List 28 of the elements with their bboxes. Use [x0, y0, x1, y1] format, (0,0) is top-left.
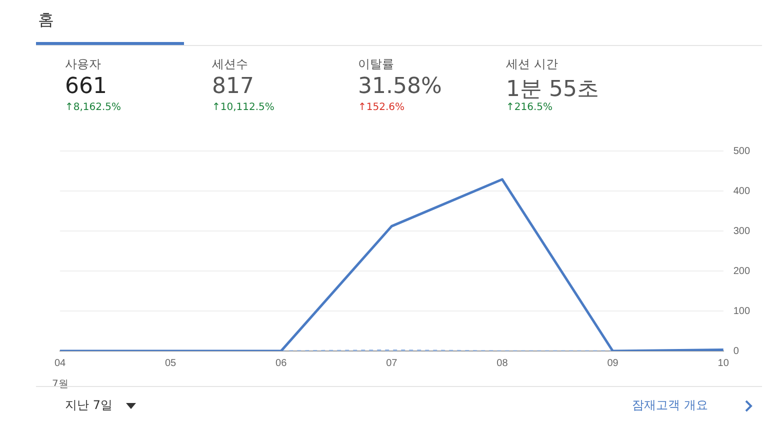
text: 1분 55초: [506, 76, 599, 102]
text: 이탈률: [358, 56, 394, 73]
x-tick-label: 05: [164, 358, 177, 369]
x-tick-label: 09: [607, 358, 619, 369]
text: 31.58%: [358, 74, 442, 99]
text: ↑8,162.5%: [65, 102, 122, 113]
text: ↑152.6%: [358, 102, 405, 113]
y-tick-label: 400: [733, 186, 750, 197]
x-tick-label: 08: [496, 358, 508, 369]
text: 817: [212, 74, 254, 99]
y-tick-label: 200: [733, 266, 750, 277]
text: 661: [65, 74, 107, 99]
x-tick-label: 07: [386, 358, 398, 369]
y-tick-label: 0: [733, 346, 740, 357]
y-tick-label: 500: [733, 146, 750, 157]
x-tick-label: 10: [718, 358, 730, 369]
text: 지난 7일: [65, 397, 112, 414]
text: ↑216.5%: [506, 102, 553, 113]
text: 잠재고객 개요: [632, 397, 708, 414]
x-tick-label: 06: [276, 358, 288, 369]
x-tick-label: 04: [54, 358, 66, 369]
y-tick-label: 300: [733, 226, 750, 237]
text: ↑10,112.5%: [212, 102, 274, 113]
text: 사용자: [65, 56, 101, 73]
text: 세션 시간: [506, 56, 558, 73]
chart-title: 홈: [38, 10, 54, 31]
y-tick-label: 100: [733, 306, 750, 317]
text: 세션수: [212, 56, 248, 73]
